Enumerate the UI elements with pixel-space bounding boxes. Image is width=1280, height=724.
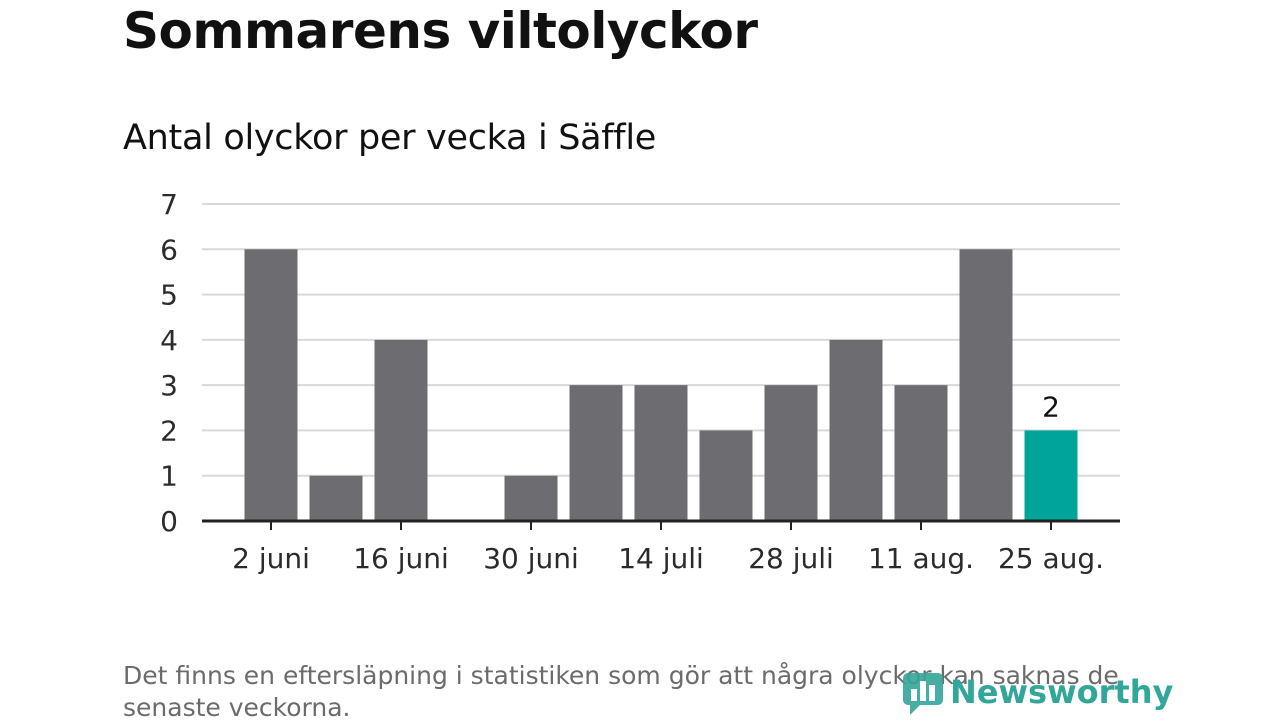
y-tick-label: 7 bbox=[160, 188, 178, 221]
bar bbox=[504, 475, 558, 521]
y-tick-label: 1 bbox=[160, 460, 178, 493]
x-tick-label: 28 juli bbox=[748, 542, 834, 575]
x-tick-label: 14 juli bbox=[618, 542, 704, 575]
y-tick-label: 5 bbox=[160, 279, 178, 312]
bar-chart-logo-icon bbox=[903, 673, 943, 715]
data-label: 2 bbox=[1042, 390, 1060, 423]
y-tick-label: 0 bbox=[160, 505, 178, 538]
bar bbox=[699, 430, 753, 521]
y-tick-label: 3 bbox=[160, 369, 178, 402]
bar bbox=[569, 385, 623, 521]
bar bbox=[634, 385, 688, 521]
x-tick-label: 11 aug. bbox=[868, 542, 974, 575]
logo-text: Newsworthy bbox=[950, 673, 1174, 711]
chart-title: Sommarens viltolyckor bbox=[123, 2, 758, 60]
bar bbox=[764, 385, 818, 521]
bar bbox=[894, 385, 948, 521]
x-tick-label: 25 aug. bbox=[998, 542, 1104, 575]
bar bbox=[1024, 430, 1078, 521]
chart-subtitle: Antal olyckor per vecka i Säffle bbox=[123, 118, 656, 158]
x-tick-label: 16 juni bbox=[353, 542, 449, 575]
bar bbox=[829, 339, 883, 521]
x-tick-label: 2 juni bbox=[232, 542, 310, 575]
bar-chart: 0 1 2 3 4 5 6 7 2 2 juni 16 juni 30 juni 14 juli 28 j… bbox=[160, 188, 1120, 575]
bar bbox=[309, 475, 363, 521]
x-tick-label: 30 juni bbox=[483, 542, 579, 575]
newsworthy-logo: Newsworthy bbox=[902, 668, 1173, 716]
y-tick-label: 4 bbox=[160, 324, 178, 357]
bar bbox=[244, 249, 298, 522]
y-tick-label: 6 bbox=[160, 233, 178, 266]
bar bbox=[374, 339, 428, 521]
y-tick-label: 2 bbox=[160, 414, 178, 447]
bar bbox=[959, 249, 1013, 522]
footnote: Det finns en eftersläpning i statistiken… bbox=[123, 661, 1119, 722]
